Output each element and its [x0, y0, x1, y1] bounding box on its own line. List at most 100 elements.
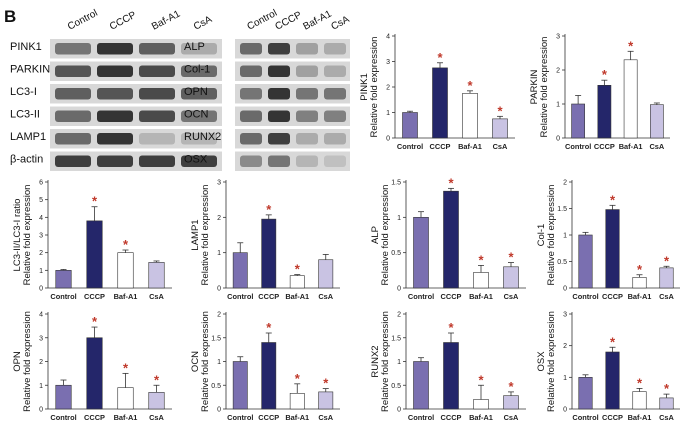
- blot-band: [268, 110, 290, 122]
- panel-label: B: [4, 7, 16, 26]
- y-tick-label: 4: [386, 34, 390, 41]
- blot-lane-label: CsA: [192, 14, 214, 33]
- category-label: CsA: [649, 142, 664, 151]
- y-tick-label: 4: [39, 312, 43, 319]
- significance-star: *: [602, 67, 608, 82]
- y-axis-label: Relative fold expression: [546, 185, 557, 286]
- significance-star: *: [664, 381, 670, 396]
- chart-col1: 0 0.5 1 1.5 2 Col-1 Relative fold expression Co…: [536, 180, 680, 301]
- blot-strip: [50, 84, 222, 104]
- y-tick-label: 1: [397, 359, 401, 366]
- category-label: CCCP: [258, 413, 279, 422]
- y-axis-label: Relative fold expression: [200, 311, 211, 412]
- bar-cccp: [432, 67, 448, 139]
- bar-cccp: [605, 351, 620, 410]
- category-label: CCCP: [602, 292, 623, 301]
- blot-band: [139, 88, 175, 100]
- blot-lane-label: CCCP: [108, 9, 138, 32]
- significance-star: *: [123, 237, 129, 252]
- blot-band: [97, 88, 133, 100]
- significance-star: *: [295, 262, 301, 277]
- blot-band: [139, 155, 175, 167]
- category-label: CsA: [504, 413, 519, 422]
- category-label: Baf-A1: [458, 142, 482, 151]
- blot-row-label: PINK1: [10, 41, 42, 53]
- y-tick-label: 0: [397, 407, 401, 414]
- chart-opn: 0 1 2 3 4 OPN Relative fold expression Control *…: [12, 311, 172, 422]
- blot-band: [240, 43, 262, 55]
- bar-cccp: [605, 209, 620, 289]
- blot-lane-label: CCCP: [273, 9, 303, 32]
- y-axis-label: Relative fold expression: [22, 185, 33, 286]
- y-axis-label: Relative fold expression: [380, 185, 391, 286]
- significance-star: *: [478, 372, 484, 387]
- significance-star: *: [478, 252, 484, 267]
- blot-band: [324, 43, 346, 55]
- blot-band: [240, 110, 262, 122]
- category-label: CsA: [659, 292, 674, 301]
- y-tick-label: 2: [217, 215, 221, 222]
- significance-star: *: [628, 38, 634, 53]
- y-tick-label: 0.5: [211, 383, 221, 390]
- blot-band: [55, 65, 91, 77]
- blot-band: [139, 133, 175, 145]
- y-tick-label: 0: [39, 407, 43, 414]
- blot-band: [268, 43, 290, 55]
- y-tick-label: 1.5: [211, 335, 221, 342]
- significance-star: *: [637, 375, 643, 390]
- bar-cccp: [597, 85, 612, 139]
- blot-row-label: LC3-II: [10, 109, 40, 121]
- blot-band: [181, 65, 217, 77]
- blot-band: [296, 155, 318, 167]
- significance-star: *: [610, 192, 616, 207]
- y-tick-label: 1: [397, 215, 401, 222]
- significance-star: *: [295, 371, 301, 386]
- y-axis-label: Relative fold expression: [200, 185, 211, 286]
- y-axis-label: Relative fold expression: [539, 37, 550, 138]
- category-label: Control: [565, 142, 591, 151]
- significance-star: *: [508, 250, 514, 265]
- bar-csa: [503, 266, 519, 289]
- bar-control: [232, 361, 248, 410]
- blot-row-label: β-actin: [10, 154, 43, 166]
- y-tick-label: 2: [386, 85, 390, 92]
- bar-baf-a1: [632, 277, 647, 289]
- bar-cccp: [443, 342, 459, 410]
- blot-band: [240, 155, 262, 167]
- category-label: CCCP: [84, 292, 105, 301]
- y-tick-label: 3: [39, 233, 43, 240]
- blot-row-label: LAMP1: [10, 131, 46, 143]
- blot-band: [139, 65, 175, 77]
- y-tick-label: 3: [386, 59, 390, 66]
- blot-band: [181, 133, 217, 145]
- y-tick-label: 0: [563, 286, 567, 293]
- y-axis-label: OCN: [190, 351, 201, 372]
- bar-csa: [659, 397, 674, 410]
- y-tick-label: 1: [39, 268, 43, 275]
- bar-control: [571, 103, 585, 139]
- significance-star: *: [437, 50, 443, 65]
- category-label: CCCP: [430, 142, 451, 151]
- significance-star: *: [448, 175, 454, 190]
- blot-strip: [235, 84, 350, 104]
- blot-band: [268, 133, 290, 145]
- bar-control: [578, 234, 593, 289]
- blot-band: [97, 43, 133, 55]
- western-blots: Control CCCP Baf-A1 CsAPINK1PARKINLC3-ILC3-…: [10, 8, 352, 171]
- category-label: CCCP: [602, 413, 623, 422]
- blot-band: [240, 65, 262, 77]
- y-tick-label: 2: [397, 312, 401, 319]
- blot-lane-label: Baf-A1: [150, 8, 183, 32]
- blot-band: [55, 88, 91, 100]
- significance-star: *: [467, 78, 473, 93]
- blot-strip: [50, 39, 222, 59]
- y-tick-label: 1: [217, 250, 221, 257]
- bar-csa: [503, 395, 519, 410]
- category-label: Baf-A1: [469, 413, 493, 422]
- blot-lane-label: Control: [245, 8, 279, 33]
- blot-band: [55, 110, 91, 122]
- category-label: Baf-A1: [114, 413, 138, 422]
- blot-band: [139, 110, 175, 122]
- category-label: CCCP: [84, 413, 105, 422]
- category-label: CCCP: [258, 292, 279, 301]
